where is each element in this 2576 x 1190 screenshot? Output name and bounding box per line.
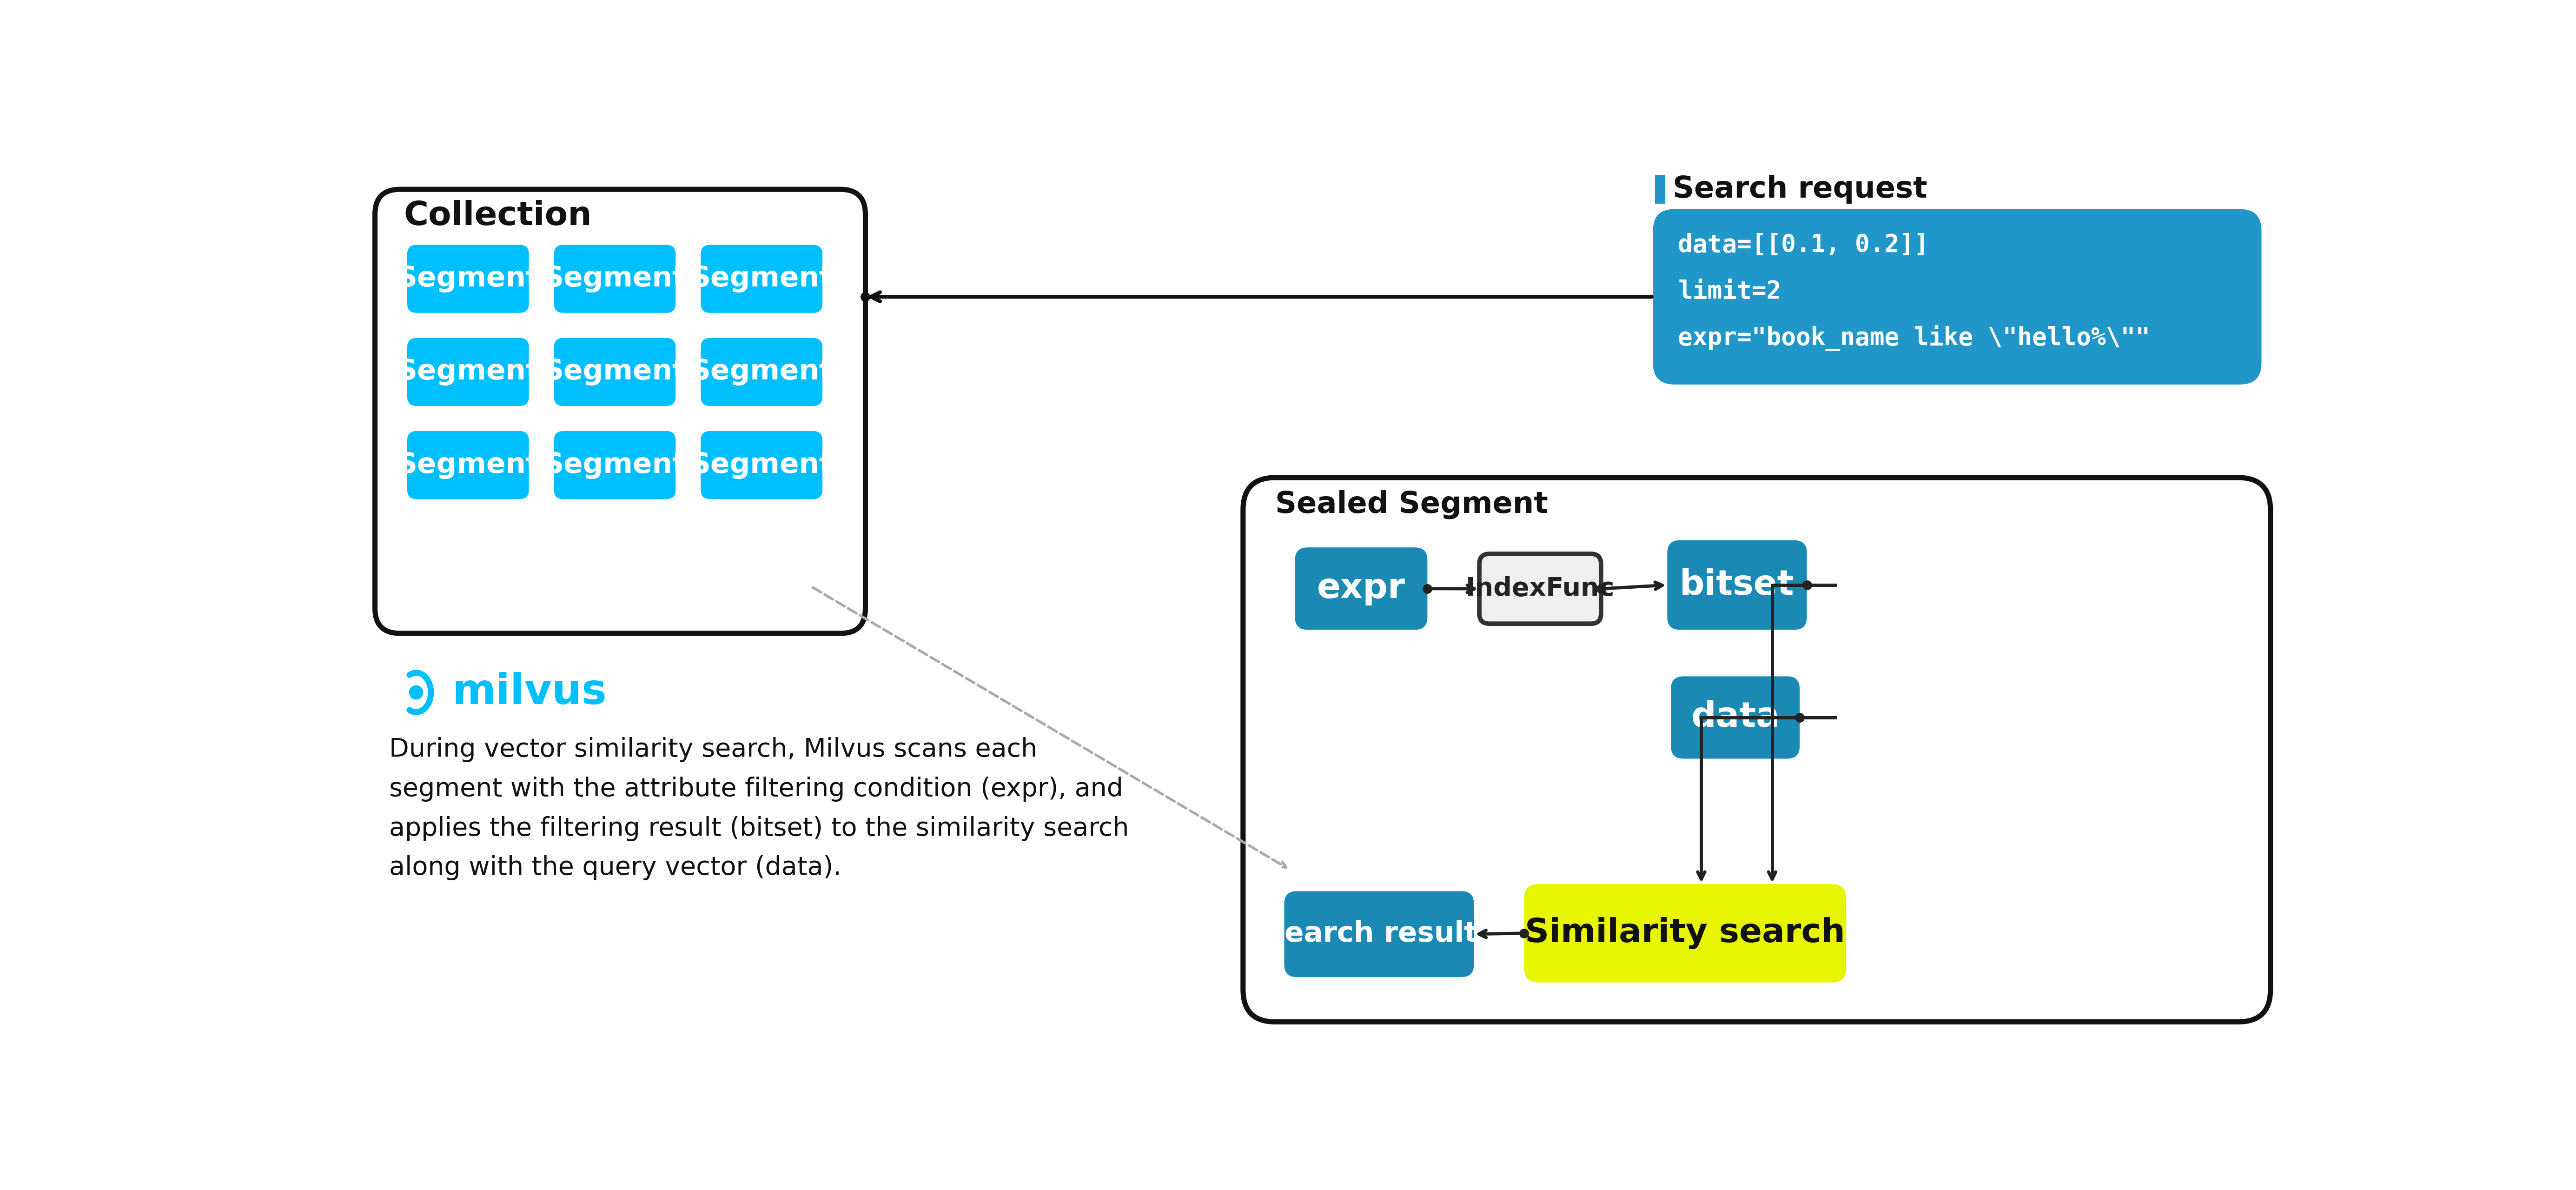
Text: along with the query vector (data).: along with the query vector (data). — [389, 856, 842, 881]
Text: Segment: Segment — [690, 358, 832, 386]
Text: expr="book_name like \"hello%\"": expr="book_name like \"hello%\"" — [1677, 325, 2151, 351]
FancyBboxPatch shape — [554, 431, 675, 499]
Circle shape — [410, 685, 422, 700]
FancyBboxPatch shape — [407, 338, 528, 406]
Text: expr: expr — [1316, 571, 1406, 606]
FancyBboxPatch shape — [701, 338, 822, 406]
FancyBboxPatch shape — [1525, 884, 1847, 983]
Text: bitset: bitset — [1680, 568, 1795, 602]
FancyBboxPatch shape — [701, 245, 822, 313]
FancyBboxPatch shape — [1244, 477, 2269, 1022]
Text: Segment: Segment — [397, 265, 538, 293]
Text: applies the filtering result (bitset) to the similarity search: applies the filtering result (bitset) to… — [389, 816, 1128, 841]
FancyBboxPatch shape — [554, 245, 675, 313]
FancyBboxPatch shape — [376, 189, 866, 633]
Text: Segment: Segment — [690, 451, 832, 478]
Text: During vector similarity search, Milvus scans each: During vector similarity search, Milvus … — [389, 737, 1038, 763]
FancyBboxPatch shape — [1667, 540, 1806, 630]
Text: Segment: Segment — [690, 265, 832, 293]
FancyBboxPatch shape — [1672, 676, 1801, 759]
Text: Segment: Segment — [397, 451, 538, 478]
Text: Segment: Segment — [397, 358, 538, 386]
Text: Similarity search: Similarity search — [1525, 917, 1844, 950]
FancyBboxPatch shape — [1654, 209, 2262, 384]
FancyBboxPatch shape — [1296, 547, 1427, 630]
Text: Segment: Segment — [544, 265, 685, 293]
Text: Search results: Search results — [1265, 920, 1494, 948]
FancyBboxPatch shape — [554, 338, 675, 406]
FancyBboxPatch shape — [407, 245, 528, 313]
Text: segment with the attribute filtering condition (expr), and: segment with the attribute filtering con… — [389, 777, 1123, 802]
Text: Sealed Segment: Sealed Segment — [1275, 490, 1548, 519]
FancyBboxPatch shape — [407, 431, 528, 499]
FancyBboxPatch shape — [1285, 891, 1473, 977]
Text: Segment: Segment — [544, 358, 685, 386]
FancyBboxPatch shape — [701, 431, 822, 499]
Text: milvus: milvus — [451, 672, 605, 713]
Text: data: data — [1690, 701, 1780, 734]
Text: Collection: Collection — [404, 200, 592, 232]
Text: Search request: Search request — [1672, 175, 1927, 203]
Text: Segment: Segment — [544, 451, 685, 478]
Text: IndexFunc: IndexFunc — [1466, 576, 1615, 601]
Text: limit=2: limit=2 — [1677, 280, 1783, 303]
FancyBboxPatch shape — [1479, 553, 1602, 624]
Text: data=[[0.1, 0.2]]: data=[[0.1, 0.2]] — [1677, 233, 1929, 257]
